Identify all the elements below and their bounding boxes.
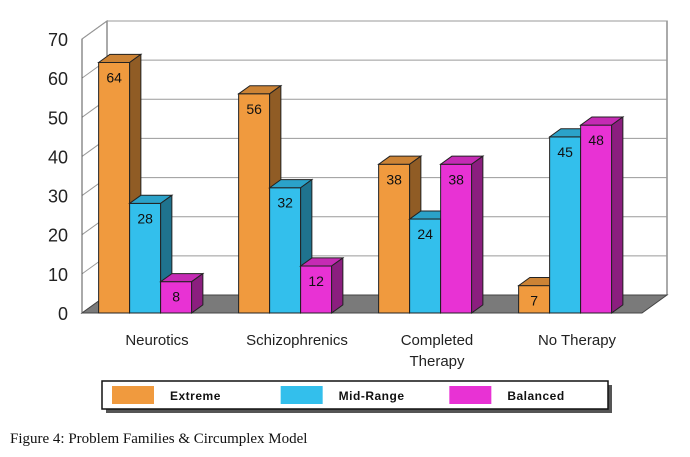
bar-value-label: 12: [308, 273, 324, 289]
bar-value-label: 8: [172, 289, 180, 305]
bar: 28: [128, 194, 174, 314]
bar: 12: [299, 256, 345, 314]
bar-front: [269, 187, 302, 314]
bar-value-label: 64: [106, 69, 122, 85]
legend-label: Mid-Range: [339, 389, 405, 403]
x-category-label: No Therapy: [538, 332, 617, 349]
y-axis: 0 10 20 30 40 50 60 70: [48, 30, 83, 324]
bar: 8: [159, 272, 205, 314]
bar-value-label: 24: [417, 226, 433, 242]
bar-value-label: 28: [137, 210, 153, 226]
x-axis-categories: Neurotics Schizophrenics Completed Therapy N…: [125, 332, 616, 370]
bar-front: [238, 93, 271, 314]
bar-value-label: 48: [588, 132, 604, 148]
bar-side: [471, 155, 484, 314]
bar-front: [300, 265, 333, 314]
legend-swatch: [449, 386, 492, 404]
bar-front: [518, 285, 551, 314]
bar-front: [378, 163, 411, 314]
bar-value-label: 32: [277, 195, 293, 211]
bars: 64 28 8 56 32 12 38 24 38 7 45 48: [97, 53, 625, 314]
grid-line: [81, 20, 667, 40]
bar-front: [129, 202, 162, 314]
y-tick-label: 50: [48, 108, 68, 128]
bar-value-label: 56: [246, 101, 262, 117]
legend-label: Extreme: [170, 389, 221, 403]
bar-value-label: 7: [530, 293, 538, 309]
legend-box: [101, 380, 609, 410]
bar-chart: 0 10 20 30 40 50 60 70 64 28 8 56 32 12 38 24 38 7 45 48 N…: [48, 20, 669, 413]
legend-label: Balanced: [507, 389, 564, 403]
x-category-label: Neurotics: [125, 332, 188, 349]
bar-side: [191, 272, 204, 314]
y-tick-label: 20: [48, 226, 68, 246]
bar-value-label: 38: [386, 171, 402, 187]
y-tick-label: 70: [48, 30, 68, 50]
legend: Extreme Mid-Range Balanced: [101, 380, 612, 413]
y-tick-label: 30: [48, 187, 68, 207]
bar-front: [409, 218, 442, 314]
legend-swatch: [280, 386, 323, 404]
y-tick-label: 10: [48, 265, 68, 285]
bar-value-label: 38: [448, 171, 464, 187]
bar: 38: [439, 155, 485, 314]
bar-front: [580, 124, 613, 314]
y-tick-label: 0: [58, 304, 68, 324]
y-tick-label: 40: [48, 147, 68, 167]
bar-value-label: 45: [557, 144, 573, 160]
x-category-label: Completed: [401, 332, 474, 349]
bar-side: [611, 116, 624, 314]
x-category-label: Schizophrenics: [246, 332, 348, 349]
bar-front: [98, 61, 131, 314]
y-tick-label: 60: [48, 69, 68, 89]
bar: 48: [579, 116, 625, 314]
bar-front: [549, 136, 582, 314]
x-category-label: Therapy: [409, 353, 465, 370]
legend-swatch: [112, 386, 154, 404]
figure-caption: Figure 4: Problem Families & Circumplex …: [10, 431, 308, 447]
bar-side: [331, 256, 344, 314]
